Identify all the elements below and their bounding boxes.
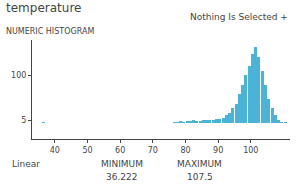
svg-text:NUMERIC HISTOGRAM: NUMERIC HISTOGRAM <box>6 27 94 36</box>
svg-text:107.5: 107.5 <box>187 172 213 182</box>
svg-text:90: 90 <box>213 146 223 155</box>
svg-text:50: 50 <box>82 146 92 155</box>
svg-text:36.222: 36.222 <box>106 172 138 182</box>
svg-text:80: 80 <box>180 146 190 155</box>
svg-text:100: 100 <box>243 146 258 155</box>
svg-text:100: 100 <box>11 71 26 80</box>
svg-text:5: 5 <box>21 116 26 125</box>
svg-text:MAXIMUM: MAXIMUM <box>177 159 222 169</box>
svg-text:MINIMUM: MINIMUM <box>101 159 143 169</box>
svg-text:temperature: temperature <box>6 1 81 15</box>
svg-text:Nothing Is Selected +: Nothing Is Selected + <box>190 12 288 22</box>
svg-text:40: 40 <box>50 146 60 155</box>
svg-text:70: 70 <box>148 146 158 155</box>
svg-text:60: 60 <box>115 146 125 155</box>
svg-text:Linear: Linear <box>12 159 40 169</box>
